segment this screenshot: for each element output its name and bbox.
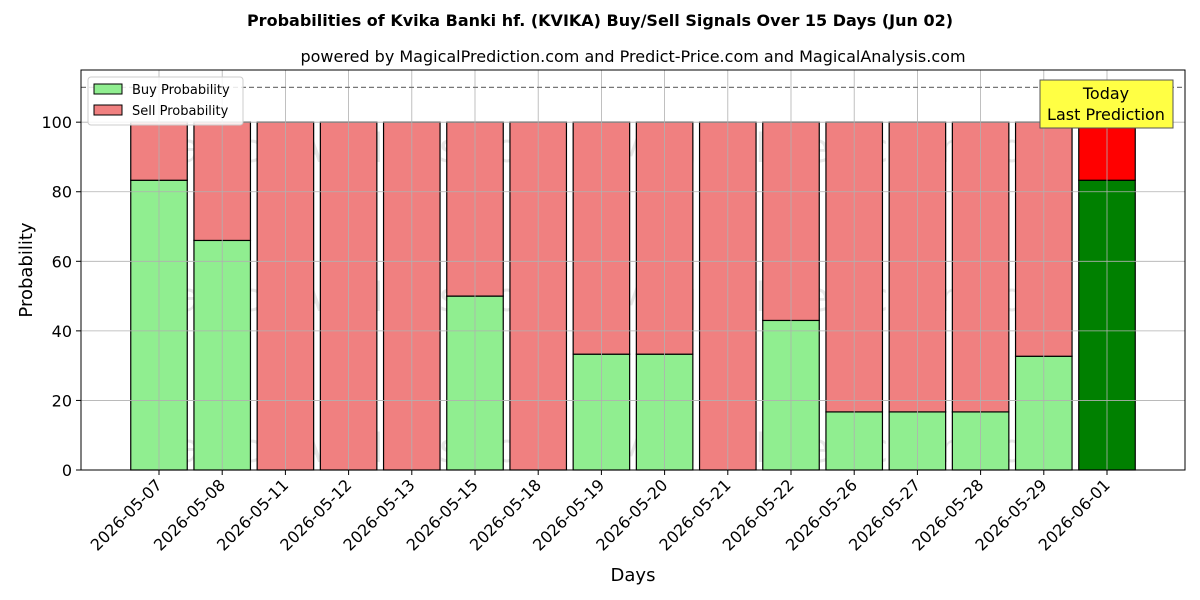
y-tick-label: 60 xyxy=(52,252,72,271)
y-tick-label: 20 xyxy=(52,391,72,410)
legend-swatch xyxy=(93,104,123,116)
legend: Buy Probability Sell Probability xyxy=(87,76,244,126)
legend-box xyxy=(87,76,244,126)
chart-title: Probabilities of Kvika Banki hf. (KVIKA)… xyxy=(247,11,953,30)
plot-frame xyxy=(80,69,1186,471)
today-annotation: Today Last Prediction xyxy=(1039,79,1174,129)
annotation-box xyxy=(1039,79,1174,129)
y-axis-label: Probability xyxy=(16,222,37,317)
legend-entry-label: Buy Probability xyxy=(132,83,230,98)
y-tick-label: 40 xyxy=(52,322,72,341)
legend-swatch xyxy=(93,83,123,95)
legend-entry-label: Sell Probability xyxy=(132,104,229,119)
y-tick-label: 0 xyxy=(62,461,72,480)
y-tick-label: 100 xyxy=(41,113,72,132)
chart-subtitle: powered by MagicalPrediction.com and Pre… xyxy=(300,47,965,66)
y-tick-label: 80 xyxy=(52,183,72,202)
annotation-text: Today xyxy=(1082,84,1129,103)
plot-area: MagicalAnalysis.comMagicalPrediction.com… xyxy=(41,69,1186,555)
annotation-text: Last Prediction xyxy=(1047,105,1165,124)
x-axis-label: Days xyxy=(611,565,656,586)
